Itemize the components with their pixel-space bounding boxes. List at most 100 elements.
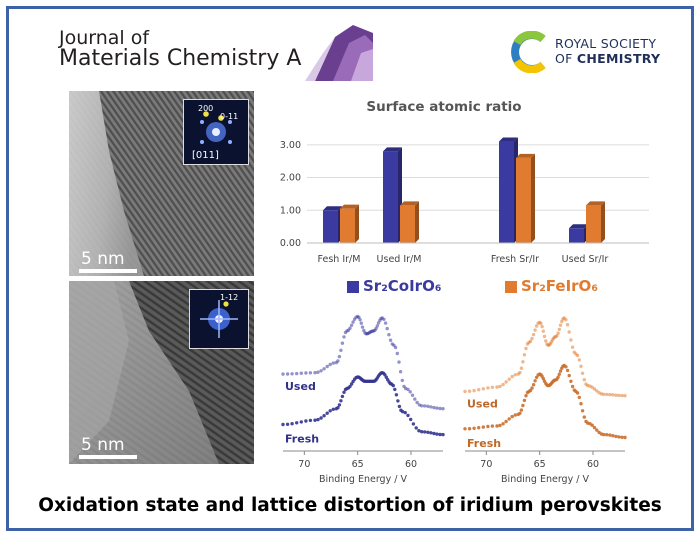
data-point (580, 409, 585, 413)
data-point (340, 394, 345, 399)
data-point (556, 331, 560, 335)
data-point (432, 405, 436, 410)
bar-top (586, 201, 605, 206)
data-point (620, 393, 624, 398)
bar-side (415, 201, 419, 243)
scale-bar (79, 269, 137, 273)
data-point (285, 422, 290, 426)
data-point (570, 384, 575, 389)
data-point (533, 379, 537, 383)
data-point (556, 375, 560, 379)
data-point (557, 327, 561, 332)
scale-bar-label: 5 nm (81, 249, 125, 269)
x-tick-label: 65 (534, 459, 546, 470)
data-point (504, 380, 508, 384)
publisher-line2-prefix: OF (555, 51, 577, 66)
data-point (486, 424, 490, 429)
data-point (406, 387, 410, 392)
data-point (348, 384, 352, 389)
data-point (611, 434, 615, 438)
data-point (411, 422, 416, 426)
data-point (413, 397, 417, 401)
data-point (359, 321, 363, 325)
bar (499, 141, 514, 243)
data-point (384, 375, 388, 379)
data-point (560, 319, 564, 324)
data-point (414, 426, 418, 430)
data-point (438, 432, 442, 437)
data-point (349, 382, 354, 386)
data-point (342, 335, 346, 339)
x-tick-label: 65 (352, 459, 364, 470)
data-point (481, 387, 485, 391)
data-point (477, 426, 481, 430)
publisher-line2-strong: CHEMISTRY (576, 51, 661, 66)
data-point (564, 365, 568, 369)
data-point (490, 385, 495, 389)
x-category-label: Fresh Sr/Ir (491, 254, 539, 265)
xps-chart-fe: Used Fresh 70 65 60 Binding Energy / V (463, 316, 627, 485)
data-point (486, 386, 490, 390)
data-point (614, 434, 618, 439)
data-point (521, 360, 525, 364)
bar (516, 157, 531, 243)
data-point (577, 395, 581, 400)
data-point (397, 404, 402, 409)
xps-curve-used (281, 314, 445, 411)
data-point (577, 358, 581, 362)
data-point (498, 423, 502, 428)
data-point (541, 376, 545, 381)
data-point (467, 389, 472, 393)
publisher-name: ROYAL SOCIETY OF CHEMISTRY (555, 36, 660, 66)
data-point (579, 364, 583, 368)
data-point (290, 372, 294, 376)
data-point (522, 353, 527, 357)
bar (586, 205, 601, 243)
data-point (504, 419, 508, 424)
data-point (423, 430, 427, 434)
data-point (595, 428, 599, 432)
data-point (558, 323, 563, 327)
x-axis-label: Binding Energy / V (319, 474, 407, 485)
data-point (510, 414, 514, 419)
data-point (441, 432, 445, 437)
data-point (558, 369, 563, 373)
data-point (313, 371, 317, 375)
bar-top (383, 147, 402, 152)
data-point (396, 399, 400, 403)
data-point (539, 321, 543, 326)
bar-top (400, 201, 419, 206)
data-point (498, 384, 502, 389)
data-point (463, 427, 467, 431)
x-axis-label: Binding Energy / V (501, 474, 589, 485)
tem-image-bottom: 1-12 5 nm (69, 281, 254, 464)
data-point (565, 323, 570, 327)
x-category-label: Used Sr/Ir (562, 254, 609, 265)
legend-label-fe: Sr₂FeIrO₆ (521, 277, 598, 295)
bar-top (323, 206, 342, 211)
curve-label: Used (285, 380, 316, 393)
data-point (429, 431, 433, 435)
data-point (501, 382, 505, 387)
data-point (518, 411, 522, 415)
data-point (555, 334, 559, 338)
data-point (602, 432, 606, 437)
data-point (522, 398, 527, 403)
data-point (495, 385, 499, 389)
data-point (617, 435, 621, 439)
data-point (524, 346, 528, 351)
data-point (328, 409, 332, 413)
data-point (397, 360, 401, 364)
data-point (393, 345, 398, 350)
data-point (295, 421, 299, 425)
journal-title: Journal of Materials Chemistry A (59, 29, 309, 70)
data-point (406, 413, 410, 418)
legend: Sr₂CoIrO₆ Sr₂FeIrO₆ (347, 277, 667, 299)
data-point (417, 429, 421, 433)
xps-chart-co: Used Fresh 70 65 60 Binding Energy / V (281, 314, 445, 485)
data-point (325, 411, 329, 415)
data-point (319, 369, 323, 373)
data-point (602, 392, 606, 396)
fft-inset-top: 200 0-11 [011] (183, 99, 249, 165)
data-point (394, 393, 399, 397)
